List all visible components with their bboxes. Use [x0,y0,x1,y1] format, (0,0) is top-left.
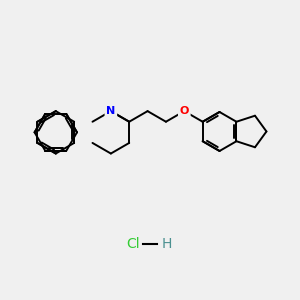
Text: N: N [106,106,116,116]
Text: Cl: Cl [126,237,140,251]
Text: O: O [180,106,189,116]
Text: H: H [162,237,172,251]
